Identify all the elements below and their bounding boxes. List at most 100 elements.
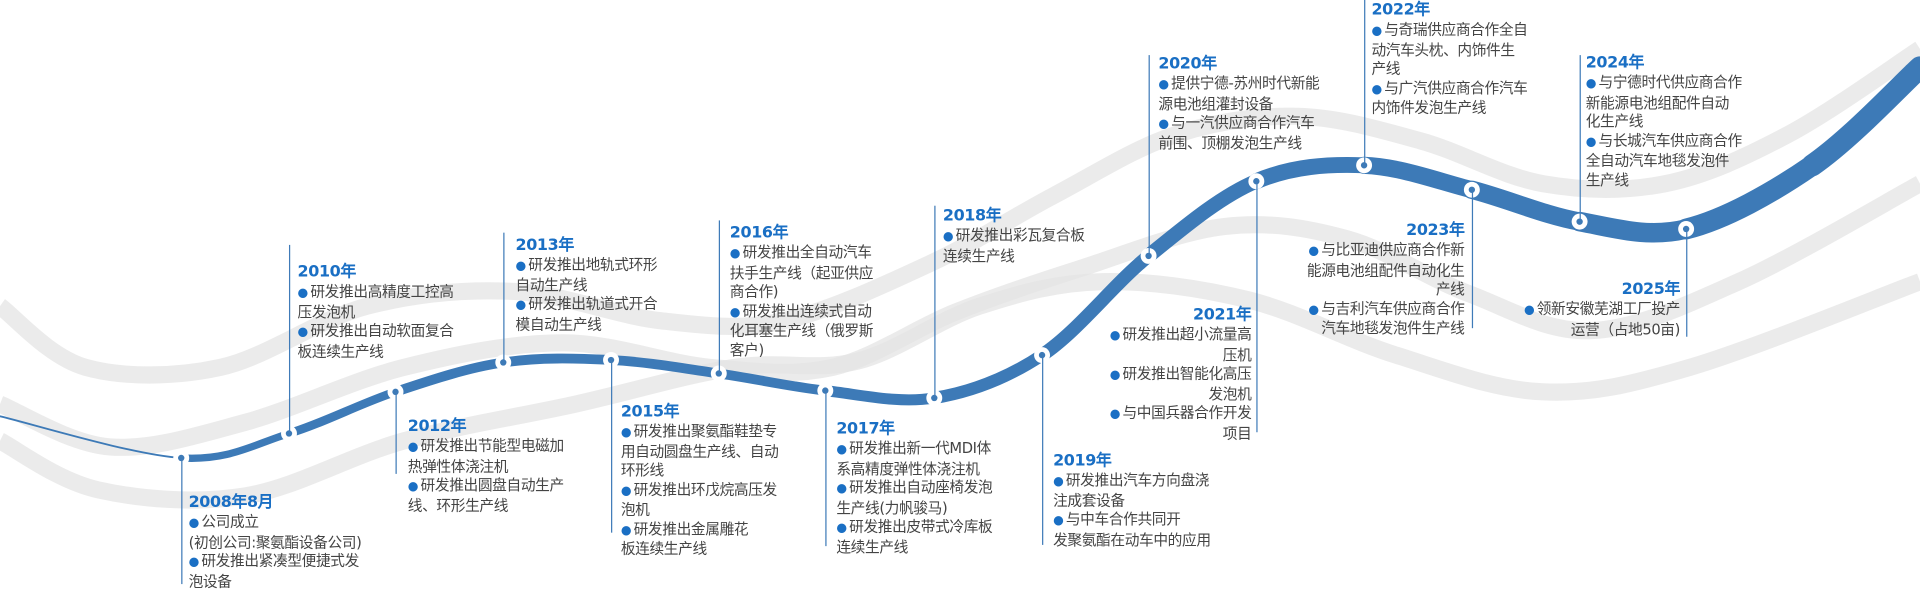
milestone-item: ● 领新安徽芜湖工厂投产 运营（占地50亩) <box>1524 300 1680 339</box>
connector-line <box>288 244 291 434</box>
milestone-item-text: 研发推出皮带式冷库板 连续生产线 <box>836 517 993 556</box>
milestone-item-text: 与长城汽车供应商合作 全自动汽车地毯发泡件 生产线 <box>1585 131 1742 188</box>
bullet-icon: ● <box>1308 244 1319 259</box>
decor-band-upper <box>0 41 1920 384</box>
milestone-item: ● 研发推出全自动汽车 扶手生产线（起亚供应 商合作) <box>730 244 874 302</box>
bullet-icon: ● <box>1585 77 1597 91</box>
bullet-icon: ● <box>515 259 527 274</box>
connector-line <box>1579 55 1581 222</box>
timeline-curve-segment <box>1801 56 1920 177</box>
timeline-curve-segment <box>284 387 400 438</box>
milestone-item: ● 研发推出新一代MDI体 系高精度弹性体浇注机 <box>836 440 992 479</box>
milestone-item: ● 研发推出节能型电磁加 热弹性体浇注机 <box>408 437 564 476</box>
timeline-curve-segment <box>1675 154 1823 240</box>
milestone-2017: 2017年 ● 研发推出新一代MDI体 系高精度弹性体浇注机 ● 研发推出自动座椅发泡 … <box>836 419 992 557</box>
connector-line <box>395 391 397 474</box>
bullet-icon: ● <box>1109 329 1121 343</box>
milestone-year: 2024年 <box>1585 53 1645 73</box>
bullet-icon: ● <box>407 440 419 455</box>
milestone-2022: 2022年 ● 与奇瑞供应商合作全自 动汽车头枕、内饰件生 产线 ● 与广汽供应商合作汽… <box>1371 0 1527 118</box>
milestone-item-text: 研发推出汽车方向盘浇 注成套设备 <box>1053 471 1210 509</box>
milestone-item: ● 与比亚迪供应商合作新 能源电池组配件自动化生 产线 <box>1307 241 1465 299</box>
milestone-item-text: 研发推出彩瓦复合板 连续生产线 <box>942 226 1085 264</box>
milestone-item: ● 研发推出汽车方向盘浇 注成套设备 <box>1053 471 1211 510</box>
milestone-year: 2025年 <box>1621 280 1681 299</box>
connector-line <box>934 205 936 398</box>
milestone-year: 2015年 <box>620 402 680 422</box>
bullet-icon: ● <box>1523 303 1535 318</box>
timeline-node-marker <box>1571 213 1588 230</box>
milestone-item: ● 研发推出高精度工控高 压发泡机 <box>298 283 454 322</box>
bullet-icon: ● <box>1158 117 1169 132</box>
milestone-item-text: 研发推出新一代MDI体 系高精度弹性体浇注机 <box>836 439 991 477</box>
milestone-item: ● 研发推出智能化高压 发泡机 <box>1110 365 1252 404</box>
bullet-icon: ● <box>1308 303 1319 317</box>
timeline-curve-segment <box>177 429 293 462</box>
milestone-item-text: 与中车合作共同开 发聚氨酯在动车中的应用 <box>1053 510 1211 548</box>
milestone-2010: 2010年 ● 研发推出高精度工控高 压发泡机 ● 研发推出自动软面复合 板连续生产线 <box>298 262 454 361</box>
connector-line <box>181 457 183 585</box>
timeline-node-marker <box>387 383 404 400</box>
connector-line <box>718 220 721 374</box>
timeline-curve-segment <box>1462 180 1589 231</box>
timeline-curve-segment <box>1248 156 1373 190</box>
timeline-curve-segment <box>819 385 940 406</box>
milestone-20088: 2008年8月 ● 公司成立 (初创公司:聚氨酯设备公司) ● 研发推出紧凑型便捷式发 … <box>189 492 362 591</box>
milestone-item-text: 与一汽供应商合作汽车 前围、顶棚发泡生产线 <box>1158 113 1315 152</box>
bullet-icon: ● <box>729 305 741 319</box>
milestone-item: ● 研发推出自动座椅发泡 生产线(力帆骏马) <box>836 479 992 518</box>
milestone-item-text: 领新安徽芜湖工厂投产 运营（占地50亩) <box>1536 300 1681 338</box>
bullet-icon: ● <box>836 482 847 496</box>
timeline-curve-segment <box>1141 173 1264 264</box>
milestone-item-text: 研发推出圆盘自动生产 线、环形生产线 <box>407 476 564 514</box>
milestone-item: ● 研发推出金属雕花 板连续生产线 <box>621 520 779 559</box>
milestone-item: ● 与长城汽车供应商合作 全自动汽车地毯发泡件 生产线 <box>1586 132 1742 190</box>
connector-line <box>503 232 505 363</box>
bullet-icon: ● <box>1109 368 1121 383</box>
bullet-icon: ● <box>836 443 847 457</box>
milestone-item-text: 研发推出智能化高压 发泡机 <box>1122 364 1252 403</box>
milestone-year: 2012年 <box>407 417 467 436</box>
milestone-item: ● 与中车合作共同开 发聚氨酯在动车中的应用 <box>1053 511 1211 550</box>
milestone-item: ● 研发推出轨道式开合 模自动生产线 <box>516 295 658 334</box>
milestone-item: ● 与奇瑞供应商合作全自 动汽车头枕、内饰件生 产线 <box>1371 21 1527 79</box>
timeline-curve-segment <box>390 357 509 397</box>
bullet-icon: ● <box>297 286 309 301</box>
bullet-icon: ● <box>836 521 847 536</box>
bullet-icon: ● <box>188 555 200 570</box>
milestone-year: 2023年 <box>1406 221 1465 241</box>
timeline-curve-segment <box>0 415 183 459</box>
bullet-icon: ● <box>515 298 527 313</box>
milestone-item-text: 与中国兵器合作开发 项目 <box>1122 404 1252 442</box>
milestone-item-text: 研发推出轨道式开合 模自动生产线 <box>515 295 658 333</box>
connector-line <box>1471 189 1474 329</box>
bullet-icon: ● <box>188 516 200 531</box>
milestone-item: ● 公司成立 (初创公司:聚氨酯设备公司) <box>189 513 362 552</box>
milestone-year: 2016年 <box>729 224 789 243</box>
timeline-node-marker <box>603 352 619 368</box>
milestone-2012: 2012年 ● 研发推出节能型电磁加 热弹性体浇注机 ● 研发推出圆盘自动生产 线、环形… <box>408 416 564 515</box>
milestone-year: 2020年 <box>1158 55 1217 74</box>
milestone-item-text: 与奇瑞供应商合作全自 动汽车头枕、内饰件生 产线 <box>1371 20 1528 78</box>
milestone-item: ● 与广汽供应商合作汽车 内饰件发泡生产线 <box>1371 79 1527 118</box>
milestone-item-text: 研发推出自动软面复合 板连续生产线 <box>297 322 454 360</box>
timeline-curve-segment <box>1355 156 1481 199</box>
decor-band-lower <box>0 272 1920 509</box>
milestone-item-text: 提供宁德-苏州时代新能 源电池组灌封设备 <box>1158 74 1320 113</box>
milestone-year: 2018年 <box>942 206 1002 226</box>
milestone-item: ● 研发推出连续式自动 化耳塞生产线（俄罗斯 客户) <box>729 301 874 360</box>
milestone-2025: 2025年 ● 领新安徽芜湖工厂投产 运营（占地50亩) <box>1524 279 1680 339</box>
milestone-2013: 2013年 ● 研发推出地轨式环形 自动生产线 ● 研发推出轨道式开合 模自动生产线 <box>516 235 658 334</box>
milestone-item: ● 与中国兵器合作开发 项目 <box>1110 404 1252 443</box>
bullet-icon: ● <box>620 523 632 537</box>
milestone-item-text: 研发推出连续式自动 化耳塞生产线（俄罗斯 客户) <box>729 301 874 359</box>
milestone-2018: 2018年 ● 研发推出彩瓦复合板 连续生产线 <box>943 206 1085 266</box>
connector-line <box>1148 55 1150 256</box>
milestone-year: 2008年8月 <box>188 493 274 512</box>
timeline-node-marker <box>173 450 190 466</box>
milestone-item-text: 研发推出聚氨酯鞋垫专 用自动圆盘生产线、自动 环形线 <box>620 422 779 479</box>
milestone-item-text: 研发推出环戊烷高压发 泡机 <box>620 480 777 518</box>
milestone-item-text: 研发推出节能型电磁加 热弹性体浇注机 <box>407 437 564 475</box>
